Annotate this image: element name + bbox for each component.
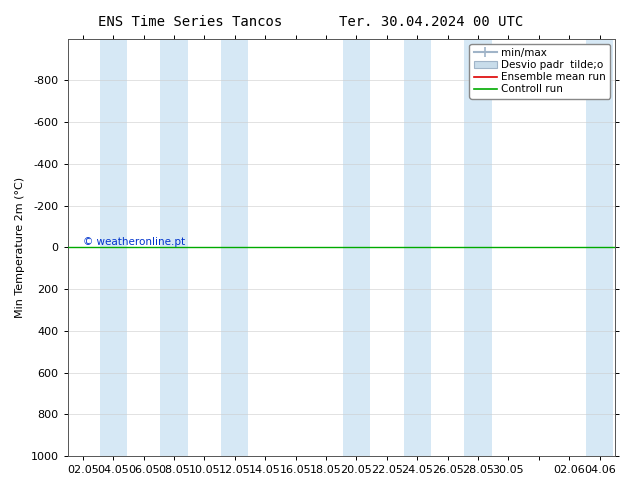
Bar — [403, 39, 431, 456]
Bar — [160, 39, 188, 456]
Text: ENS Time Series Tancos: ENS Time Series Tancos — [98, 15, 282, 29]
Text: Ter. 30.04.2024 00 UTC: Ter. 30.04.2024 00 UTC — [339, 15, 523, 29]
Bar — [464, 39, 492, 456]
Y-axis label: Min Temperature 2m (°C): Min Temperature 2m (°C) — [15, 177, 25, 318]
Bar — [586, 39, 613, 456]
Legend: min/max, Desvio padr  tilde;o, Ensemble mean run, Controll run: min/max, Desvio padr tilde;o, Ensemble m… — [469, 44, 610, 98]
Bar — [221, 39, 249, 456]
Text: © weatheronline.pt: © weatheronline.pt — [83, 237, 185, 247]
Bar — [343, 39, 370, 456]
Bar — [100, 39, 127, 456]
